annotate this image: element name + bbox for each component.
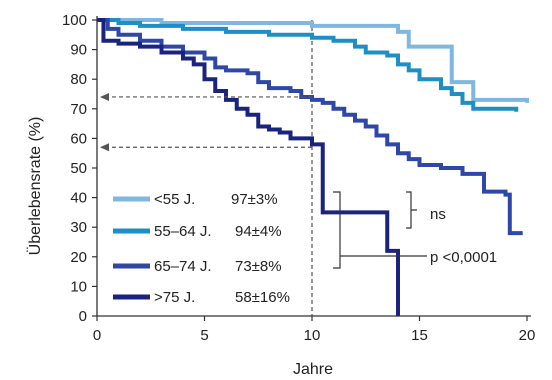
y-axis-title: Überlebensrate (%) [26, 117, 44, 256]
x-tick-label: 20 [519, 327, 536, 344]
y-tick-label: 10 [70, 278, 87, 295]
y-tick-label: 0 [79, 308, 87, 325]
legend-item: 55–64 J. 94±4% [113, 223, 282, 240]
y-tick-label: 100 [62, 12, 87, 29]
ns-annotation: ns [430, 206, 446, 223]
series-line-3 [97, 18, 400, 316]
y-tick-label: 50 [70, 160, 87, 177]
y-axis-ticks: 0 10 20 30 40 50 60 70 80 90 100 [62, 12, 97, 325]
y-tick-label: 70 [70, 101, 87, 118]
legend-label-lt55: <55 J. [154, 191, 195, 208]
x-tick-label: 5 [200, 327, 208, 344]
legend-rate-55-64: 94±4% [235, 223, 282, 240]
legend-label-55-64: 55–64 J. [154, 223, 212, 240]
x-tick-label: 10 [304, 327, 321, 344]
p-bracket [333, 191, 427, 269]
series-line-1 [97, 18, 519, 112]
series-line-0 [97, 18, 529, 103]
x-axis-title: Jahre [293, 361, 333, 378]
y-tick-label: 60 [70, 130, 87, 147]
legend-label-65-74: 65–74 J. [154, 258, 212, 275]
legend-item: 65–74 J. 73±8% [113, 258, 282, 275]
legend-rate-lt55: 97±3% [231, 191, 278, 208]
plot-area [96, 16, 531, 317]
legend: <55 J. 97±3% 55–64 J. 94±4% 65–74 J. 73±… [113, 191, 290, 306]
x-tick-label: 15 [411, 327, 428, 344]
legend-label-gt75: >75 J. [154, 289, 195, 306]
y-tick-label: 80 [70, 71, 87, 88]
y-tick-label: 90 [70, 42, 87, 59]
reference-arrowhead-0 [100, 92, 109, 101]
x-tick-label: 0 [93, 327, 101, 344]
legend-item: >75 J. 58±16% [113, 289, 290, 306]
p-value-annotation: p <0,0001 [430, 249, 497, 266]
y-tick-label: 40 [70, 190, 87, 207]
legend-item: <55 J. 97±3% [113, 191, 278, 208]
legend-rate-gt75: 58±16% [235, 289, 290, 306]
y-tick-label: 20 [70, 249, 87, 266]
legend-rate-65-74: 73±8% [235, 258, 282, 275]
reference-arrowhead-1 [100, 143, 109, 152]
significance-brackets [333, 191, 427, 269]
x-axis-ticks: 0 5 10 15 20 [93, 316, 536, 344]
ns-bracket [406, 191, 417, 229]
y-tick-label: 30 [70, 219, 87, 236]
